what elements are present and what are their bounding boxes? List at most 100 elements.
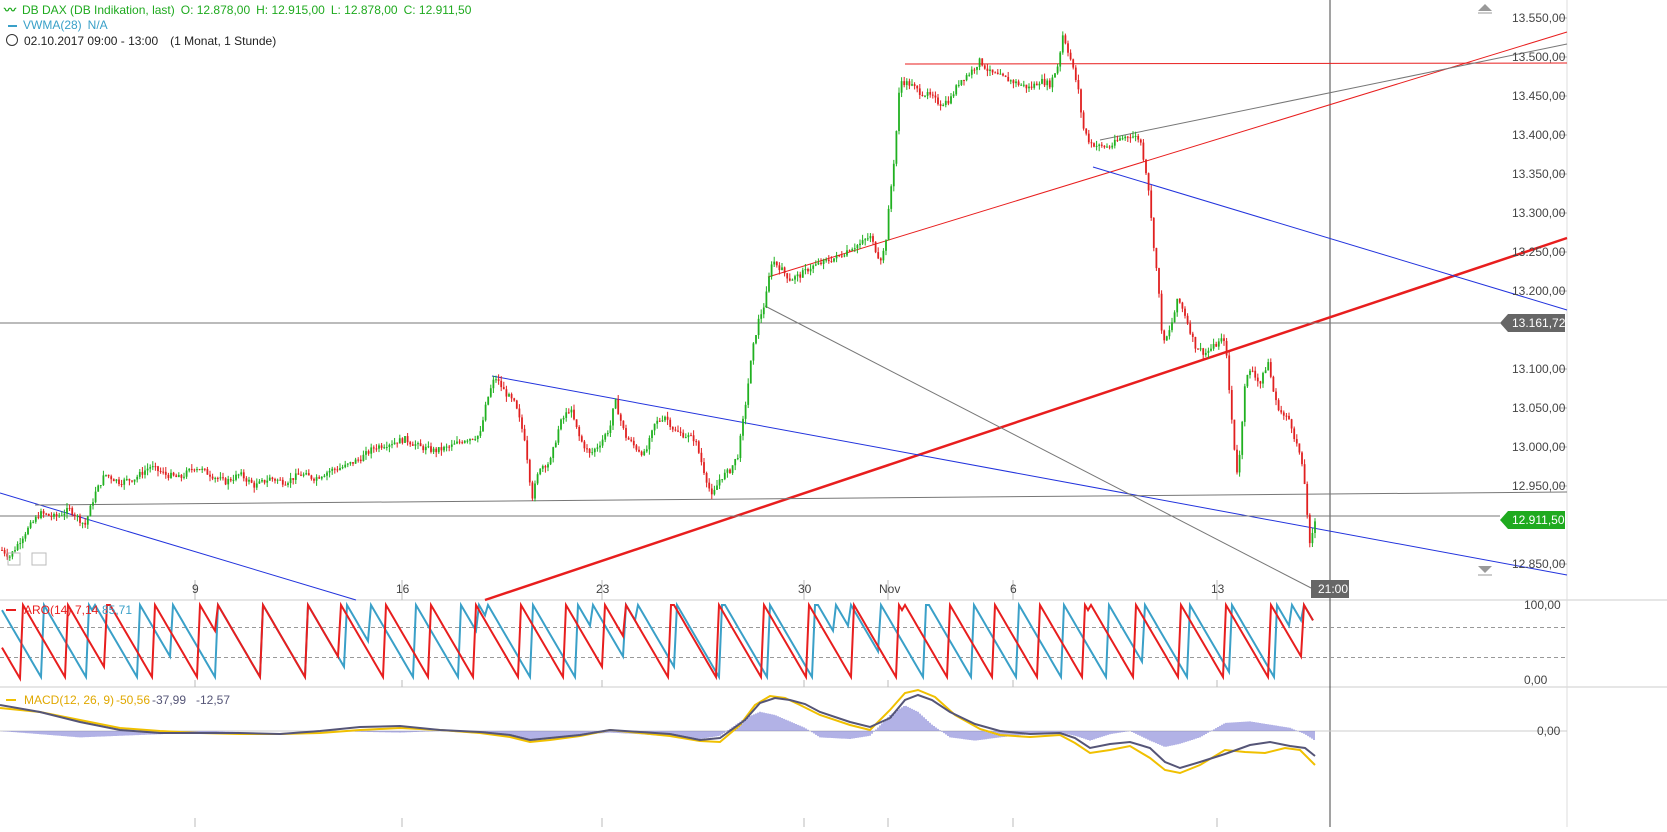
candle-body xyxy=(380,445,383,448)
candle-body xyxy=(492,379,495,389)
candle-body xyxy=(1041,78,1043,84)
candle-body xyxy=(1290,419,1293,429)
candle-body xyxy=(617,399,620,415)
candle-body xyxy=(1285,415,1288,417)
chart-type-icon[interactable]: 〰 xyxy=(4,3,17,17)
candle-body xyxy=(1095,145,1098,147)
candle-body xyxy=(1051,77,1054,88)
candle-body xyxy=(781,267,783,271)
candle-body xyxy=(146,468,149,471)
candle-body xyxy=(276,479,279,481)
candle-body xyxy=(643,451,646,456)
candle-body xyxy=(354,459,357,464)
trend-line-red[interactable] xyxy=(904,62,1568,65)
candle-body xyxy=(921,94,924,96)
candle-body xyxy=(1152,217,1155,248)
candle-body xyxy=(976,67,978,70)
candle-body xyxy=(768,276,770,292)
candle-body xyxy=(271,477,274,480)
candle-body xyxy=(266,480,269,483)
candle-body xyxy=(1220,338,1223,342)
candle-body xyxy=(159,471,162,473)
candle-body xyxy=(154,466,157,468)
candle-body xyxy=(801,270,804,278)
candle-body xyxy=(770,264,773,277)
candle-body xyxy=(541,466,544,469)
candle-body xyxy=(1282,412,1285,416)
candle-body xyxy=(287,483,289,485)
macd-signal-line xyxy=(0,688,1316,775)
trend-line-blue[interactable] xyxy=(491,375,1568,576)
y-tick-label: 13.550,00 xyxy=(1512,11,1566,25)
candle-body xyxy=(307,473,310,476)
candle-body xyxy=(677,430,679,432)
candle-body xyxy=(752,343,755,361)
candle-body xyxy=(502,387,505,390)
candle-body xyxy=(851,249,854,251)
scroll-down-icon[interactable] xyxy=(1478,566,1492,573)
candle-body xyxy=(716,485,718,490)
candle-body xyxy=(1085,128,1088,134)
candle-body xyxy=(89,505,92,517)
candle-body xyxy=(24,534,27,539)
candle-body xyxy=(1256,377,1259,382)
candle-body xyxy=(177,475,180,478)
candle-body xyxy=(895,131,898,164)
candle-body xyxy=(796,274,799,277)
candle-body xyxy=(1009,80,1012,82)
candle-body xyxy=(843,255,846,257)
trend-line-blue[interactable] xyxy=(1092,166,1568,311)
candle-body xyxy=(1142,142,1145,160)
candle-body xyxy=(489,388,492,397)
candle-body xyxy=(193,469,196,471)
trend-line-gray[interactable] xyxy=(1099,43,1568,141)
candle-body xyxy=(762,307,765,315)
candle-body xyxy=(580,436,583,442)
candle-body xyxy=(859,243,861,246)
candle-body xyxy=(1168,330,1171,337)
candle-body xyxy=(1306,483,1309,515)
candle-body xyxy=(814,264,817,266)
panel-settings-icon[interactable] xyxy=(31,552,47,566)
candle-body xyxy=(562,417,565,420)
candle-body xyxy=(456,441,458,444)
period: (1 Monat, 1 Stunde) xyxy=(170,34,277,48)
candle-body xyxy=(11,551,14,557)
candle-body xyxy=(110,476,113,480)
candle-body xyxy=(190,468,193,470)
trend-line-red[interactable] xyxy=(484,236,1568,602)
candle-body xyxy=(242,472,245,479)
trend-line-blue[interactable] xyxy=(0,492,357,601)
candle-body xyxy=(42,511,45,514)
candle-body xyxy=(1163,330,1166,341)
candle-body xyxy=(1155,247,1158,269)
candle-body xyxy=(788,278,791,281)
candle-body xyxy=(1207,350,1210,353)
trend-line-red[interactable] xyxy=(767,31,1568,278)
candle-body xyxy=(786,273,789,279)
panel-toggle-icon[interactable] xyxy=(7,552,21,566)
candle-body xyxy=(882,250,885,261)
candle-body xyxy=(591,452,594,454)
candle-body xyxy=(422,446,425,451)
candle-body xyxy=(1090,142,1093,144)
vwma-label[interactable]: VWMA(28) xyxy=(23,18,82,32)
trend-line-gray[interactable] xyxy=(764,305,1316,591)
candle-body xyxy=(900,81,903,93)
instrument-header: 〰 DB DAX (DB Indikation, last) O: 12.878,0… xyxy=(4,3,477,17)
scroll-up-icon[interactable] xyxy=(1478,4,1492,11)
y-tick-label: 13.250,00 xyxy=(1512,245,1566,259)
candle-body xyxy=(547,464,549,468)
candle-body xyxy=(1145,159,1147,174)
candle-body xyxy=(458,441,461,443)
candle-body xyxy=(757,318,760,336)
candle-body xyxy=(297,473,300,475)
clock-icon xyxy=(6,34,18,46)
candle-body xyxy=(157,466,159,472)
candle-body xyxy=(1210,348,1212,351)
candle-body xyxy=(583,441,586,449)
candle-body xyxy=(294,473,297,480)
candle-body xyxy=(120,484,123,486)
instrument-name[interactable]: DB DAX (DB Indikation, last) xyxy=(22,3,175,17)
trend-line-gray[interactable] xyxy=(34,491,1568,506)
